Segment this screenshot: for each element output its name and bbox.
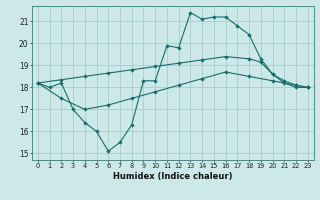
X-axis label: Humidex (Indice chaleur): Humidex (Indice chaleur): [113, 172, 233, 181]
